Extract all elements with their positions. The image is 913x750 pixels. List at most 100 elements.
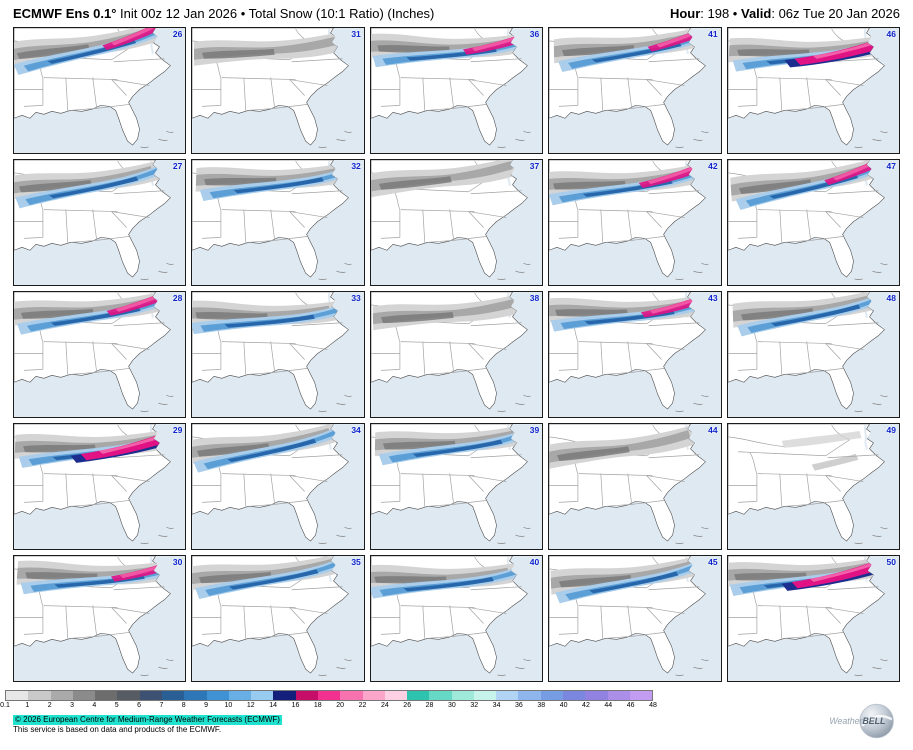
- ensemble-map: [14, 556, 186, 681]
- colorbar-tick-label: 12: [246, 702, 255, 709]
- logo-globe-icon: [859, 703, 894, 739]
- colorbar-segment: [228, 691, 252, 700]
- ensemble-member-panel: 31: [191, 27, 365, 154]
- colorbar-segment: [496, 691, 519, 700]
- colorbar-segment: [585, 691, 608, 700]
- colorbar-segment: [629, 691, 653, 700]
- colorbar-segment: [563, 691, 586, 700]
- colorbar-wrap: 0.1 1 2 3 4 5 6 7 8 9 10 12 14 16 18 20 22 24 26 28 30 32 34 36…: [0, 690, 657, 711]
- title-details: Init 00z 12 Jan 2026 • Total Snow (10:1 …: [116, 6, 435, 21]
- page-title: ECMWF Ens 0.1° Init 00z 12 Jan 2026 • To…: [13, 6, 434, 22]
- colorbar-segment: [184, 691, 207, 700]
- colorbar-tick-label: 8: [181, 702, 186, 709]
- member-number-label: 31: [351, 29, 361, 39]
- colorbar-tick-label: 16: [291, 702, 300, 709]
- member-number-label: 48: [886, 293, 896, 303]
- ensemble-map: [192, 28, 364, 153]
- hour-value: : 198 •: [700, 6, 741, 21]
- ensemble-map: [549, 160, 721, 285]
- ensemble-map: [727, 556, 899, 681]
- member-number-label: 41: [708, 29, 718, 39]
- ensemble-grid: 26 31 36 41 46 27: [13, 27, 900, 682]
- ensemble-member-panel: 27: [13, 159, 187, 286]
- colorbar-tick-label: 30: [447, 702, 456, 709]
- ensemble-map: [549, 556, 721, 681]
- colorbar-segment: [72, 691, 96, 700]
- ensemble-member-panel: 45: [548, 555, 722, 682]
- ensemble-member-panel: 37: [369, 159, 544, 286]
- ensemble-member-panel: 32: [191, 159, 365, 286]
- member-number-label: 44: [708, 425, 718, 435]
- member-number-label: 38: [529, 293, 540, 303]
- colorbar-segment: [607, 691, 630, 700]
- colorbar-tick-label: 14: [269, 702, 278, 709]
- colorbar-segment: [50, 691, 73, 700]
- member-number-label: 40: [529, 557, 540, 567]
- header: ECMWF Ens 0.1° Init 00z 12 Jan 2026 • To…: [0, 0, 913, 25]
- colorbar-segment: [362, 691, 385, 700]
- ensemble-map: [370, 292, 543, 417]
- colorbar-segment: [95, 691, 118, 700]
- colorbar-tick-label: 38: [537, 702, 546, 709]
- ensemble-member-panel: 50: [726, 555, 900, 682]
- valid-label: Valid: [740, 6, 772, 21]
- ensemble-member-panel: 28: [13, 291, 187, 418]
- colorbar-tick-label: 28: [425, 702, 434, 709]
- ensemble-member-panel: 26: [13, 27, 187, 154]
- colorbar-segment: [6, 691, 29, 700]
- member-number-label: 37: [529, 161, 540, 171]
- member-number-label: 36: [529, 29, 540, 39]
- ensemble-member-panel: 43: [548, 291, 722, 418]
- colorbar-tick-label: 20: [336, 702, 345, 709]
- colorbar-segment: [273, 691, 296, 700]
- colorbar-segment: [317, 691, 341, 700]
- logo-swoosh-icon: [861, 714, 893, 727]
- colorbar-tick-label: 9: [204, 702, 209, 709]
- colorbar-segment: [429, 691, 452, 700]
- ensemble-map: [370, 160, 543, 285]
- ensemble-map: [14, 292, 186, 417]
- ensemble-member-panel: 33: [191, 291, 365, 418]
- member-number-label: 50: [886, 557, 896, 567]
- colorbar-segment: [384, 691, 408, 700]
- colorbar-segment: [340, 691, 363, 700]
- colorbar-tick-label: 36: [515, 702, 523, 709]
- colorbar-tick-label: 5: [114, 702, 119, 709]
- colorbar: [5, 690, 653, 701]
- member-number-label: 45: [708, 557, 718, 567]
- ensemble-map: [370, 556, 543, 681]
- colorbar-segment: [139, 691, 162, 700]
- colorbar-tick-label: 0.1: [0, 702, 10, 709]
- member-number-label: 32: [351, 161, 361, 171]
- colorbar-tick-label: 40: [559, 702, 568, 709]
- ensemble-member-panel: 44: [548, 423, 722, 550]
- colorbar-segment: [206, 691, 229, 700]
- ensemble-map: [727, 28, 899, 153]
- colorbar-segment: [518, 691, 541, 700]
- disclaimer-line: This service is based on data and produc…: [13, 725, 222, 734]
- colorbar-segment: [117, 691, 140, 700]
- ensemble-map: [549, 28, 721, 153]
- ensemble-member-panel: 29: [13, 423, 187, 550]
- ensemble-member-panel: 34: [191, 423, 365, 550]
- colorbar-tick-label: 34: [492, 702, 501, 709]
- colorbar-tick-label: 18: [313, 702, 322, 709]
- colorbar-segment: [451, 691, 474, 700]
- ensemble-map: [727, 292, 899, 417]
- ensemble-map: [192, 292, 364, 417]
- colorbar-segment: [295, 691, 318, 700]
- validity-info: Hour: 198 • Valid: 06z Tue 20 Jan 2026: [670, 6, 900, 22]
- colorbar-segment: [28, 691, 51, 700]
- colorbar-tick-label: 22: [358, 702, 367, 709]
- ensemble-map: [192, 556, 364, 681]
- logo-text: WeatherBELL: [829, 716, 885, 726]
- copyright-line: © 2026 European Centre for Medium-Range …: [13, 715, 282, 725]
- colorbar-tick-label: 2: [47, 702, 52, 709]
- colorbar-segment: [473, 691, 497, 700]
- ensemble-member-panel: 42: [548, 159, 722, 286]
- ensemble-member-panel: 46: [726, 27, 900, 154]
- ensemble-map: [192, 160, 364, 285]
- member-number-label: 35: [351, 557, 361, 567]
- member-number-label: 42: [708, 161, 718, 171]
- colorbar-segment: [251, 691, 274, 700]
